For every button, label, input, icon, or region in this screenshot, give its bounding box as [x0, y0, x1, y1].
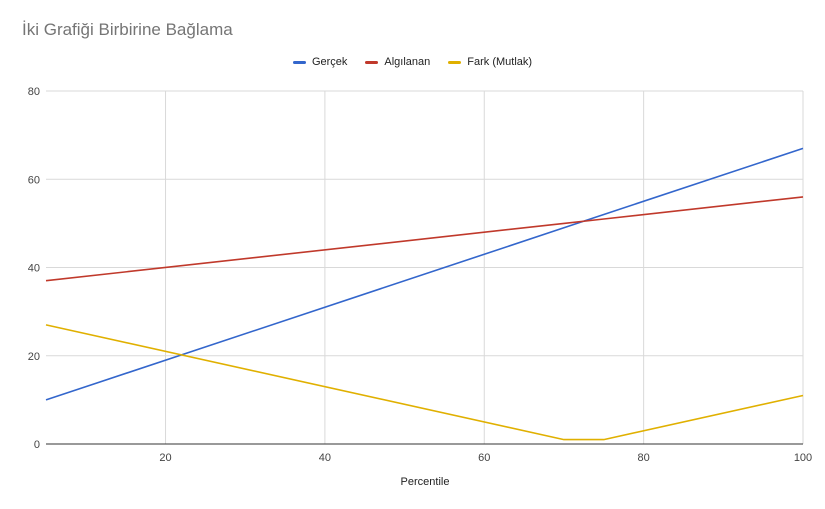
- legend-item-fark[interactable]: Fark (Mutlak): [448, 56, 532, 68]
- legend-label-fark: Fark (Mutlak): [467, 56, 533, 68]
- legend-swatch-gercek: [292, 60, 306, 64]
- x-axis-label: Percentile: [401, 476, 450, 488]
- legend-swatch-fark: [448, 60, 462, 64]
- legend-item-algilanan[interactable]: Algılanan: [365, 56, 430, 68]
- y-tick-label: 0: [34, 439, 40, 451]
- x-tick-label: 100: [794, 452, 812, 464]
- legend-label-algilanan: Algılanan: [384, 56, 431, 68]
- grid: [46, 90, 804, 444]
- x-tick-label: 20: [159, 452, 171, 464]
- series-line-0[interactable]: [45, 147, 804, 401]
- axes: 0 20 40 60 80 20 40 60 80 100: [28, 86, 812, 464]
- chart-title: İki Grafiği Birbirine Bağlama: [22, 20, 233, 39]
- legend-swatch-algilanan: [365, 60, 379, 64]
- y-tick-label: 20: [28, 351, 40, 363]
- legend-label-gercek: Gerçek: [311, 56, 348, 68]
- y-tick-label: 80: [28, 86, 40, 98]
- series-line-1[interactable]: [45, 196, 804, 282]
- legend-item-gercek[interactable]: Gerçek: [292, 56, 348, 68]
- legend: Gerçek Algılanan Fark (Mutlak): [0, 56, 825, 68]
- x-tick-label: 60: [478, 452, 490, 464]
- x-tick-label: 80: [638, 452, 650, 464]
- series-line-2[interactable]: [45, 324, 804, 441]
- x-tick-label: 40: [319, 452, 331, 464]
- series-lines: [45, 147, 804, 441]
- y-tick-label: 60: [28, 174, 40, 186]
- y-tick-label: 40: [28, 263, 40, 275]
